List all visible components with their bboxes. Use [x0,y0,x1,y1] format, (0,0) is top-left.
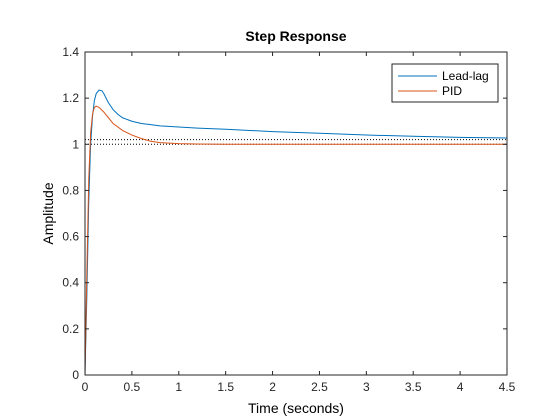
x-tick-label: 3 [363,380,370,394]
chart-title: Step Response [245,28,346,44]
x-tick-label: 0.5 [124,380,141,394]
legend-label: Lead-lag [442,69,489,83]
legend-label: PID [442,84,462,98]
x-tick-label: 3.5 [405,380,422,394]
y-tick-label: 0 [72,368,79,382]
x-tick-label: 2.5 [311,380,328,394]
x-tick-label: 2 [269,380,276,394]
series-line-pid [85,105,507,375]
y-tick-label: 1.2 [62,91,79,105]
y-tick-label: 0.4 [62,276,79,290]
y-axis-label: Amplitude [40,182,56,244]
axes-background [85,52,507,375]
x-tick-label: 4.5 [499,380,516,394]
y-tick-label: 1.4 [62,45,79,59]
y-tick-label: 0.2 [62,322,79,336]
x-axis-label: Time (seconds) [248,400,344,416]
y-tick-label: 0.8 [62,183,79,197]
x-tick-label: 1.5 [217,380,234,394]
y-tick-label: 0.6 [62,230,79,244]
legend-box [391,63,499,103]
x-tick-label: 4 [457,380,464,394]
y-tick-label: 1 [72,137,79,151]
x-tick-label: 0 [82,380,89,394]
plot-area: 0 0.5 1 1.5 2 2.5 3 3.5 4 4.5 0 0.2 0.4 0.6 0.8 1 1.2 1.4 [62,45,515,394]
x-tick-label: 1 [175,380,182,394]
axes-box [84,51,508,376]
